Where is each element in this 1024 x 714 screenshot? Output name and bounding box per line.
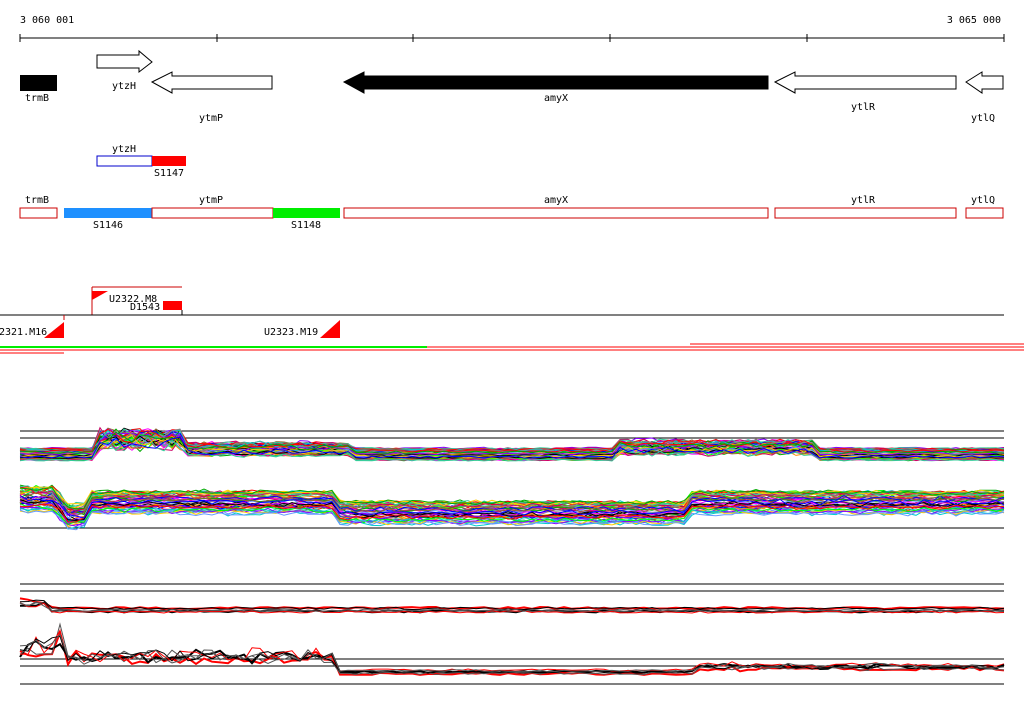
coordinate-ruler: 3 060 001 3 065 000 bbox=[19, 15, 1005, 42]
gene-ytzH[interactable] bbox=[96, 49, 153, 74]
profile-group-3-lines bbox=[19, 597, 1005, 614]
segment-S1147[interactable] bbox=[152, 156, 186, 166]
lower-box-amyX[interactable] bbox=[343, 207, 769, 219]
feature-track: U2322.M8 D1543 2321.M16 U2323.M19 bbox=[0, 286, 1004, 338]
profile-trace bbox=[19, 495, 1005, 519]
lower-label-ytlR: ytlR bbox=[851, 195, 876, 206]
feature-label-U2322: U2322.M8 bbox=[109, 294, 157, 305]
feature-label-D1543: D1543 bbox=[130, 302, 160, 313]
lower-label-ytlQ: ytlQ bbox=[971, 195, 995, 206]
profile-trace bbox=[19, 486, 1005, 510]
profile-trace bbox=[19, 506, 1005, 527]
gene-ytlR[interactable] bbox=[773, 71, 957, 94]
lower-label-ytmP: ytmP bbox=[199, 195, 223, 206]
profile-trace bbox=[19, 622, 1005, 676]
profile-trace bbox=[19, 436, 1005, 459]
segment-label-S1147: S1147 bbox=[154, 168, 184, 179]
upper-segment-track: ytzH S1147 bbox=[96, 144, 186, 179]
gene-ytmP[interactable] bbox=[150, 71, 273, 94]
profile-panel-4 bbox=[19, 622, 1005, 685]
gene-label-amyX: amyX bbox=[544, 93, 568, 104]
profile-trace bbox=[19, 599, 1005, 611]
profile-trace bbox=[19, 602, 1005, 614]
profile-panel-2 bbox=[19, 484, 1005, 531]
profile-trace bbox=[19, 432, 1005, 456]
terminator-marker[interactable] bbox=[44, 322, 64, 338]
promoter-marker[interactable] bbox=[92, 291, 108, 300]
profile-group-4-lines bbox=[19, 622, 1005, 676]
profile-trace bbox=[19, 503, 1005, 526]
coverage-track bbox=[0, 343, 1024, 354]
profile-panel-1 bbox=[19, 426, 1005, 462]
profile-trace bbox=[19, 436, 1005, 462]
gene-trmB[interactable] bbox=[20, 75, 57, 91]
profile-trace bbox=[19, 628, 1005, 672]
gene-ytlQ[interactable] bbox=[965, 71, 1004, 94]
segment-label-S1148: S1148 bbox=[291, 220, 321, 231]
profile-trace bbox=[19, 492, 1005, 516]
gene-label-ytlR: ytlR bbox=[851, 102, 876, 113]
profile-trace bbox=[19, 597, 1005, 611]
feature-label-2321: 2321.M16 bbox=[0, 327, 47, 338]
lower-box-ytlQ[interactable] bbox=[965, 207, 1004, 219]
gene-label-ytmP: ytmP bbox=[199, 113, 223, 124]
gene-track: trmB ytzH ytmP amyX ytlR ytlQ bbox=[20, 49, 1004, 124]
upper-box-ytzH[interactable] bbox=[96, 155, 153, 167]
segment-S1146[interactable] bbox=[64, 208, 152, 218]
profile-trace bbox=[19, 601, 1005, 612]
terminator-marker[interactable] bbox=[320, 320, 340, 338]
gene-label-trmB: trmB bbox=[25, 93, 49, 104]
profile-trace bbox=[20, 503, 1004, 523]
upper-box-label: ytzH bbox=[112, 144, 136, 155]
lower-label-trmB: trmB bbox=[25, 195, 49, 206]
feature-label-U2323: U2323.M19 bbox=[264, 327, 318, 338]
profile-trace bbox=[19, 509, 1005, 531]
lower-box-trmB[interactable] bbox=[19, 207, 58, 219]
lower-segment-track: trmB ytmP amyX ytlR ytlQ S1146 S1148 bbox=[19, 195, 1004, 231]
segment-label-S1146: S1146 bbox=[93, 220, 123, 231]
ruler-end-label: 3 065 000 bbox=[947, 15, 1001, 26]
feature-D1543[interactable] bbox=[163, 301, 182, 310]
profile-trace bbox=[19, 486, 1005, 507]
profile-group-2-lines bbox=[19, 484, 1005, 531]
segment-S1148[interactable] bbox=[273, 208, 340, 218]
profile-trace bbox=[19, 487, 1005, 513]
lower-label-amyX: amyX bbox=[544, 195, 568, 206]
gene-label-ytlQ: ytlQ bbox=[971, 113, 995, 124]
lower-box-ytmP[interactable] bbox=[151, 207, 274, 219]
profile-trace bbox=[19, 435, 1005, 459]
gene-amyX[interactable] bbox=[342, 71, 769, 94]
ruler-start-label: 3 060 001 bbox=[20, 15, 74, 26]
profile-trace bbox=[19, 633, 1005, 673]
gene-label-ytzH: ytzH bbox=[112, 81, 136, 92]
lower-box-ytlR[interactable] bbox=[774, 207, 957, 219]
profile-panel-3 bbox=[19, 583, 1005, 614]
profile-group-1-lines bbox=[19, 426, 1005, 462]
profile-trace bbox=[19, 499, 1005, 522]
